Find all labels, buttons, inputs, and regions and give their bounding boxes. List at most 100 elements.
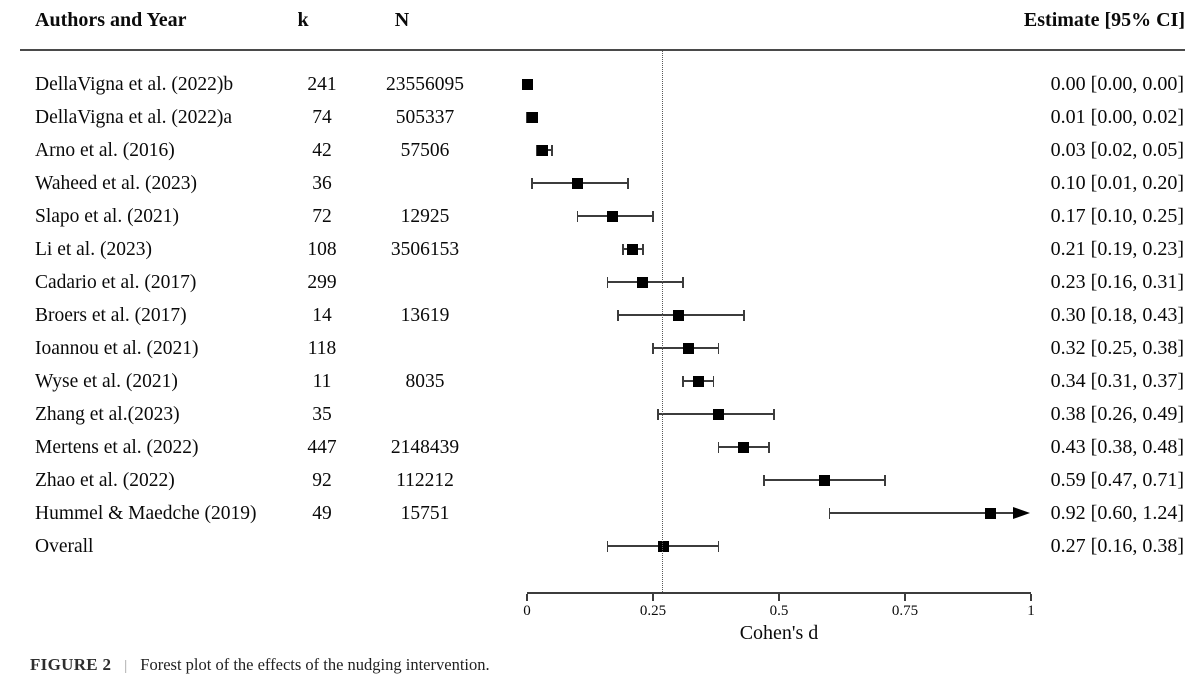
col-header-authors: Authors and Year <box>35 9 187 31</box>
author-cell: Arno et al. (2016) <box>35 139 175 161</box>
ci-cap-low <box>828 507 831 519</box>
k-cell: 72 <box>312 205 332 227</box>
figure-caption-text: Forest plot of the effects of the nudgin… <box>140 655 490 674</box>
ci-cap-high <box>627 177 629 189</box>
point-marker <box>738 441 750 453</box>
col-header-k: k <box>297 9 309 31</box>
n-cell: 2148439 <box>390 436 460 458</box>
ci-cap-high <box>682 276 685 288</box>
figure-caption: FIGURE 2 | Forest plot of the effects of t… <box>30 655 490 675</box>
estimate-cell: 0.21 [0.19, 0.23] <box>1050 237 1184 260</box>
k-cell: 241 <box>307 73 337 95</box>
estimate-cell: 0.43 [0.38, 0.48] <box>1050 435 1184 458</box>
author-cell: Waheed et al. (2023) <box>35 172 197 194</box>
k-cell: 299 <box>307 271 337 293</box>
k-cell: 74 <box>312 106 332 128</box>
n-cell <box>355 398 495 431</box>
estimate-cell: 0.23 [0.16, 0.31] <box>1050 270 1184 293</box>
n-cell: 13619 <box>400 304 450 326</box>
author-cell: Broers et al. (2017) <box>35 304 187 326</box>
n-cell: 3506153 <box>390 238 460 260</box>
ci-cap-high <box>884 474 886 486</box>
x-axis-tick <box>652 593 654 601</box>
n-cell <box>355 530 495 563</box>
ci-cap-high <box>773 408 775 420</box>
ci-cap-low <box>682 375 685 387</box>
col-header-estimate: Estimate [95% CI] <box>1023 9 1185 31</box>
author-cell: Li et al. (2023) <box>35 238 152 260</box>
ci-cap-low <box>576 210 579 222</box>
estimate-cell: 0.03 [0.02, 0.05] <box>1050 138 1184 161</box>
author-cell: Zhao et al. (2022) <box>35 469 175 491</box>
n-cell: 12925 <box>400 205 450 227</box>
ci-cap-high <box>551 144 553 156</box>
point-marker <box>672 309 684 321</box>
x-axis-tick <box>904 593 906 601</box>
n-cell: 112212 <box>396 469 454 491</box>
point-marker <box>985 507 997 519</box>
arrow-right-icon <box>1013 506 1030 519</box>
point-marker <box>571 177 583 189</box>
figure-caption-label: FIGURE 2 <box>30 655 112 674</box>
ci-cap-low <box>531 177 533 189</box>
ci-cap-high <box>717 342 720 354</box>
author-cell: DellaVigna et al. (2022)b <box>35 73 234 95</box>
author-cell: Hummel & Maedche (2019) <box>35 502 257 524</box>
author-cell: Zhang et al.(2023) <box>35 403 180 425</box>
ci-cap-high <box>642 243 644 255</box>
estimate-cell: 0.92 [0.60, 1.24] <box>1050 501 1184 524</box>
k-cell: 49 <box>312 502 332 524</box>
ci-cap-low <box>717 441 720 453</box>
point-marker <box>627 243 639 255</box>
x-axis-tick <box>526 593 528 601</box>
n-cell: 15751 <box>400 502 450 524</box>
estimate-cell: 0.01 [0.00, 0.02] <box>1050 105 1184 128</box>
author-cell: Wyse et al. (2021) <box>35 370 178 392</box>
figure-caption-separator: | <box>124 658 128 674</box>
ci-cap-low <box>606 276 609 288</box>
ci-cap-high <box>712 375 715 387</box>
point-marker <box>637 276 649 288</box>
col-header-n: N <box>394 9 410 31</box>
x-axis-tick-label: 0.5 <box>769 603 789 619</box>
estimate-cell: 0.34 [0.31, 0.37] <box>1050 369 1184 392</box>
k-cell: 35 <box>312 403 332 425</box>
n-cell: 505337 <box>395 106 455 128</box>
k-cell: 108 <box>307 238 337 260</box>
ci-whisker <box>829 512 1017 514</box>
point-marker <box>607 210 619 222</box>
x-axis-tick-label: 0.25 <box>639 603 667 619</box>
author-cell: Cadario et al. (2017) <box>35 271 197 293</box>
k-cell: 11 <box>312 370 332 392</box>
ci-cap-high <box>652 210 654 222</box>
header-divider <box>20 49 1185 51</box>
author-cell: Mertens et al. (2022) <box>35 436 199 458</box>
estimate-cell: 0.38 [0.26, 0.49] <box>1050 402 1184 425</box>
k-cell: 92 <box>312 469 332 491</box>
ci-cap-high <box>717 540 720 552</box>
k-cell: 36 <box>312 172 332 194</box>
x-axis-label: Cohen's d <box>739 622 819 644</box>
n-cell: 57506 <box>400 139 450 161</box>
ci-cap-low <box>763 474 765 486</box>
x-axis-tick <box>778 593 780 601</box>
n-cell: 23556095 <box>386 73 464 95</box>
x-axis-line <box>527 592 1031 594</box>
ci-cap-low <box>657 408 659 420</box>
estimate-cell: 0.32 [0.25, 0.38] <box>1050 336 1184 359</box>
author-cell: Slapo et al. (2021) <box>35 205 180 227</box>
overall-dashed-line <box>662 51 664 592</box>
x-axis-tick-label: 0.75 <box>891 603 919 619</box>
point-marker <box>818 474 830 486</box>
point-marker <box>526 111 538 123</box>
ci-cap-low <box>652 342 654 354</box>
point-marker <box>536 144 548 156</box>
n-cell <box>355 167 495 200</box>
estimate-cell: 0.17 [0.10, 0.25] <box>1050 204 1184 227</box>
estimate-cell: 0.59 [0.47, 0.71] <box>1050 468 1184 491</box>
author-cell: DellaVigna et al. (2022)a <box>35 106 232 128</box>
k-cell: 118 <box>307 337 337 359</box>
n-cell: 8035 <box>405 370 445 392</box>
author-cell: Overall <box>35 535 94 557</box>
